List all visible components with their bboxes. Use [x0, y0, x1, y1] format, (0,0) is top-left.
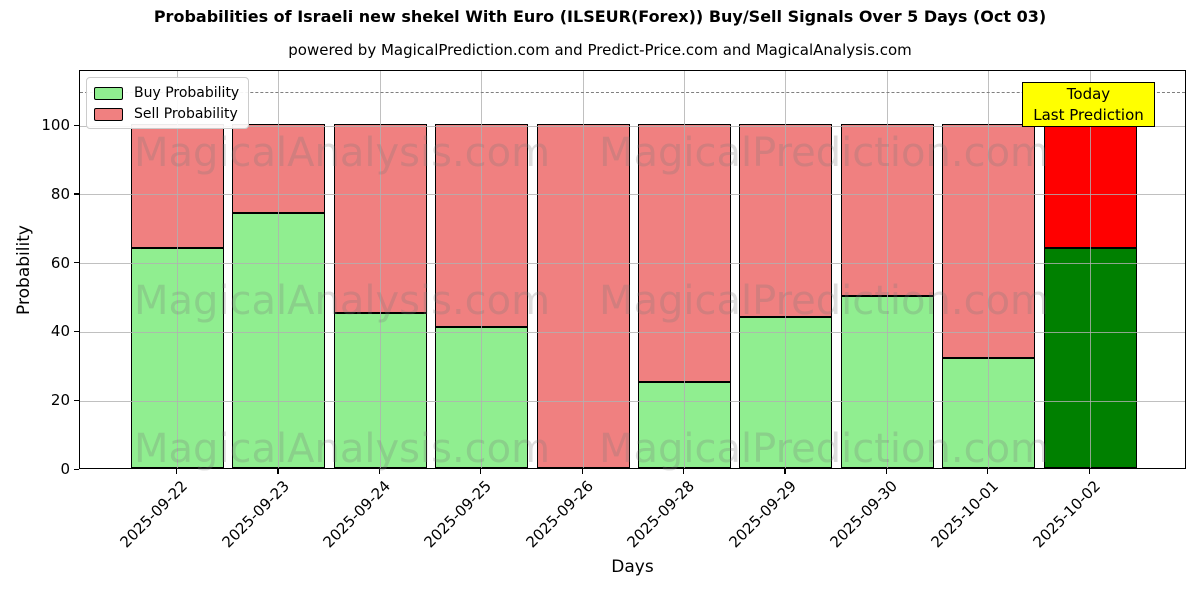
- watermark-text: MagicalPrediction.com: [599, 278, 1049, 324]
- legend-item-buy: Buy Probability: [94, 85, 239, 101]
- vertical-gridline: [683, 71, 685, 468]
- vertical-gridline: [886, 71, 888, 468]
- watermark-text: MagicalPrediction.com: [599, 130, 1049, 176]
- vertical-gridline: [582, 71, 584, 468]
- x-tick-mark: [885, 469, 887, 474]
- vertical-gridline: [278, 71, 280, 468]
- buy-color-swatch: [94, 86, 123, 100]
- x-tick-mark: [784, 469, 786, 474]
- y-tick-label: 40: [50, 322, 70, 341]
- horizontal-gridline: [80, 331, 1185, 333]
- y-tick-label: 60: [50, 253, 70, 272]
- today-annotation-line1: Today: [1066, 84, 1111, 103]
- today-annotation-line2: Last Prediction: [1033, 105, 1144, 124]
- x-tick-mark: [175, 469, 178, 474]
- horizontal-gridline: [80, 125, 1185, 127]
- plot-area: MagicalAnalysis.com MagicalPrediction.com…: [79, 70, 1186, 472]
- y-tick-mark: [74, 399, 79, 401]
- legend-label-sell: Sell Probability: [134, 106, 238, 122]
- legend-label-buy: Buy Probability: [134, 85, 240, 101]
- x-tick-label: 2025-09-23: [218, 477, 293, 552]
- y-tick-mark: [74, 468, 79, 470]
- vertical-gridline: [988, 71, 990, 468]
- y-tick-label: 80: [50, 184, 70, 203]
- x-tick-mark: [480, 469, 482, 474]
- watermark-text: MagicalAnalysis.com: [134, 278, 551, 324]
- x-tick-label: 2025-09-25: [420, 477, 496, 552]
- x-tick-label: 2025-09-30: [826, 477, 901, 552]
- watermark-text: MagicalAnalysis.com: [134, 426, 551, 472]
- y-tick-label: 20: [50, 391, 70, 410]
- x-tick-mark: [987, 469, 989, 474]
- x-tick-label: 2025-09-26: [522, 477, 597, 552]
- chart-subtitle: powered by MagicalPrediction.com and Pre…: [288, 41, 912, 59]
- vertical-gridline: [1089, 71, 1091, 468]
- y-axis-title: Probability: [14, 225, 34, 315]
- y-tick-mark: [74, 330, 79, 333]
- y-tick-label: 100: [41, 116, 70, 135]
- x-tick-label: 2025-09-29: [725, 477, 800, 552]
- x-tick-mark: [682, 469, 685, 474]
- x-tick-label: 2025-10-02: [1029, 477, 1104, 552]
- dashed-threshold-line: [80, 91, 1185, 93]
- y-tick-mark: [74, 262, 79, 264]
- y-tick-mark: [74, 193, 79, 195]
- sell-color-swatch: [94, 107, 123, 121]
- vertical-gridline: [176, 71, 178, 468]
- x-tick-mark: [277, 469, 279, 474]
- y-tick-label: 0: [60, 460, 70, 478]
- legend-box: Buy Probability Sell Probability: [86, 77, 250, 129]
- today-annotation: Today Last Prediction: [1022, 82, 1155, 127]
- x-axis-title: Days: [611, 557, 654, 577]
- chart-title: Probabilities of Israeli new shekel With…: [153, 7, 1047, 26]
- x-tick-mark: [1088, 469, 1090, 474]
- watermark-text: MagicalPrediction.com: [599, 426, 1049, 472]
- vertical-gridline: [785, 71, 787, 468]
- horizontal-gridline: [80, 400, 1185, 402]
- x-tick-label: 2025-09-24: [319, 477, 394, 552]
- horizontal-gridline: [80, 263, 1185, 265]
- x-tick-mark: [378, 469, 380, 474]
- vertical-gridline: [481, 71, 483, 468]
- horizontal-gridline: [80, 194, 1185, 196]
- x-tick-mark: [581, 469, 583, 474]
- x-tick-label: 2025-10-01: [927, 477, 1003, 552]
- x-tick-label: 2025-09-22: [116, 477, 192, 552]
- vertical-gridline: [379, 71, 381, 468]
- legend-item-sell: Sell Probability: [94, 106, 239, 122]
- watermark-text: MagicalAnalysis.com: [134, 130, 551, 176]
- x-tick-label: 2025-09-28: [623, 477, 699, 552]
- y-tick-mark: [74, 124, 79, 126]
